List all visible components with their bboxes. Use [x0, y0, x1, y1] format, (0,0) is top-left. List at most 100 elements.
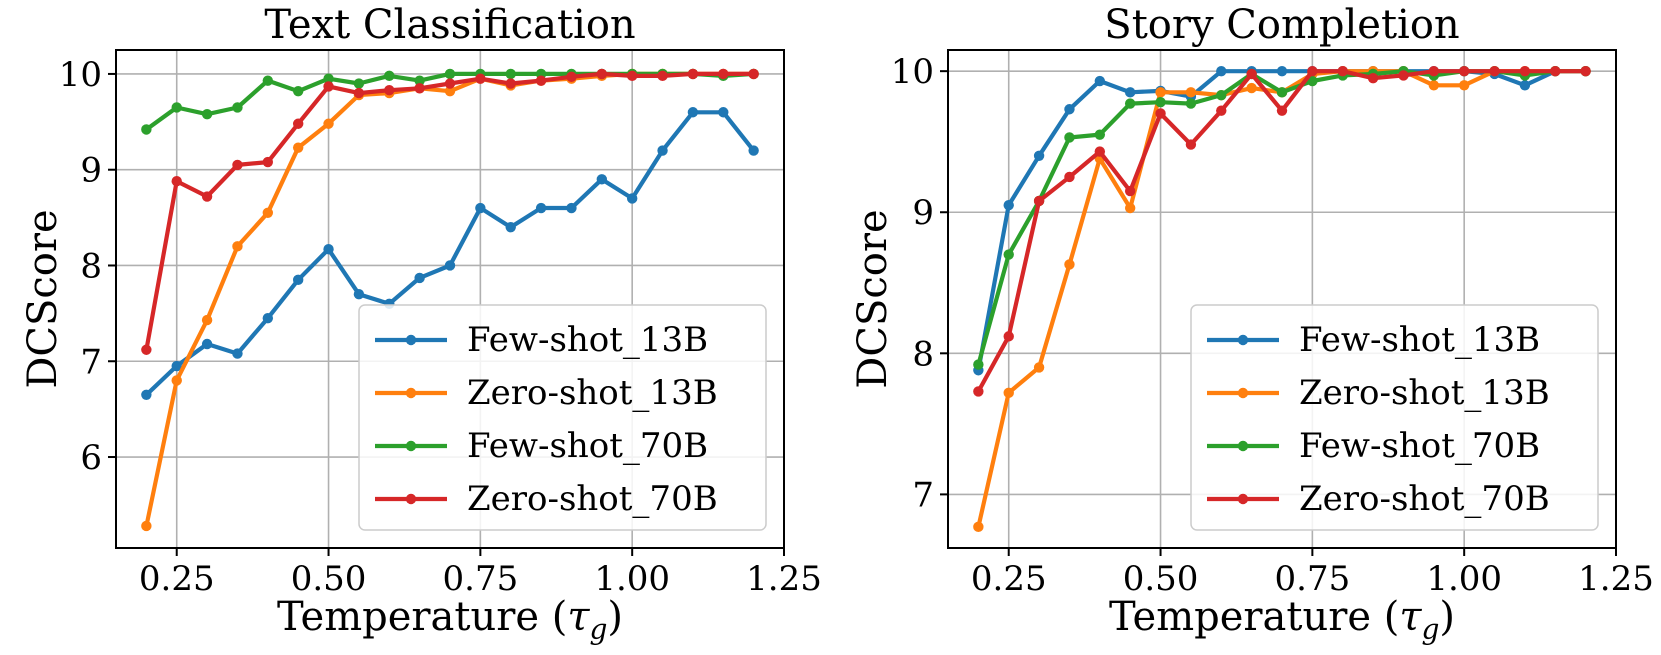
x-tick-label: 1.25 — [1578, 559, 1654, 599]
data-point — [171, 375, 182, 386]
data-point — [292, 274, 304, 286]
data-point — [657, 145, 668, 156]
data-point — [1458, 80, 1470, 91]
data-point — [171, 360, 182, 372]
data-point — [535, 202, 547, 214]
data-point — [1064, 259, 1075, 270]
data-point — [262, 156, 274, 168]
data-point — [1580, 65, 1591, 77]
data-point — [1003, 249, 1014, 260]
x-axis-label-main: Temperature ( — [277, 594, 567, 640]
data-point — [141, 124, 152, 135]
data-point — [292, 118, 304, 129]
data-point — [232, 102, 243, 113]
data-point — [1246, 82, 1257, 94]
x-tick-label: 0.75 — [1275, 559, 1351, 599]
y-tick-label: 9 — [912, 193, 934, 233]
data-point — [1155, 87, 1166, 98]
y-axis-label: DCScore — [20, 209, 66, 388]
x-axis-label-subscript: g — [589, 613, 607, 646]
data-point — [292, 85, 304, 97]
data-point — [1307, 75, 1318, 87]
x-tick-label: 0.50 — [1123, 559, 1199, 599]
x-axis-label-subscript: g — [1421, 613, 1439, 646]
data-point — [626, 70, 638, 82]
data-point — [1094, 146, 1106, 157]
data-point — [1246, 68, 1257, 80]
y-tick-label: 7 — [80, 342, 102, 382]
data-point — [973, 359, 984, 370]
data-point — [201, 108, 213, 120]
data-point — [505, 68, 516, 80]
x-tick-label: 1.25 — [746, 559, 822, 599]
y-tick-label: 8 — [80, 246, 102, 286]
x-tick-label: 0.75 — [443, 559, 519, 599]
y-tick-label: 9 — [80, 151, 102, 191]
y-tick-label: 10 — [891, 52, 934, 92]
data-point — [1216, 65, 1227, 77]
legend-label: Zero-shot_13B — [1299, 373, 1550, 413]
data-point — [201, 314, 213, 326]
legend-label: Zero-shot_70B — [467, 479, 718, 519]
legend-label: Few-shot_70B — [467, 426, 708, 466]
data-point — [353, 87, 365, 99]
data-point — [1003, 331, 1014, 342]
data-point — [1124, 98, 1136, 109]
data-point — [414, 83, 425, 94]
data-point — [1003, 387, 1014, 399]
data-point — [535, 75, 547, 86]
data-point — [1185, 139, 1197, 150]
data-point — [323, 244, 334, 255]
data-point — [1064, 132, 1075, 143]
chart-title: Text Classification — [264, 2, 635, 48]
data-point — [444, 85, 456, 97]
data-point — [596, 174, 608, 185]
data-point — [1124, 185, 1136, 197]
data-point — [1428, 65, 1440, 77]
legend-marker — [405, 493, 417, 505]
y-tick-label: 6 — [80, 438, 102, 478]
y-axis-label: DCScore — [850, 209, 896, 388]
data-point — [1094, 75, 1106, 87]
data-point — [1367, 73, 1379, 84]
data-point — [566, 71, 577, 83]
legend-entry: Zero-shot_70B — [375, 479, 718, 519]
plot-frame — [947, 49, 1617, 549]
y-tick-label: 10 — [59, 55, 102, 95]
data-point — [657, 70, 668, 82]
chart-title: Story Completion — [1104, 2, 1459, 48]
plot-frame — [115, 49, 785, 549]
legend-marker — [1237, 440, 1249, 452]
x-axis-label-close: ) — [1439, 594, 1455, 640]
x-axis-label-main: Temperature ( — [1109, 594, 1399, 640]
legend-label: Few-shot_70B — [1299, 426, 1540, 466]
data-point — [232, 348, 243, 359]
legend-label: Zero-shot_70B — [1299, 479, 1550, 519]
legend-marker — [405, 387, 417, 399]
data-point — [1033, 195, 1045, 207]
y-tick-label: 8 — [912, 334, 934, 374]
series-Zero-shot_70B — [141, 68, 759, 355]
data-point — [1064, 104, 1075, 115]
data-point — [1276, 87, 1288, 98]
data-point — [353, 289, 365, 300]
data-point — [353, 78, 365, 89]
data-point — [748, 145, 759, 156]
x-tick-label: 1.00 — [1426, 559, 1502, 599]
data-point — [1216, 89, 1227, 101]
data-point — [141, 389, 152, 400]
data-point — [1185, 98, 1197, 109]
legend-marker — [405, 334, 417, 346]
data-point — [1276, 65, 1288, 77]
data-point — [1307, 65, 1318, 77]
legend-entry: Zero-shot_70B — [1207, 479, 1550, 519]
series-Few-shot_13B — [141, 107, 759, 400]
data-point — [414, 272, 425, 284]
legend-entry: Few-shot_13B — [1207, 320, 1540, 360]
y-tick-label: 7 — [912, 475, 934, 515]
data-point — [1124, 87, 1136, 98]
chart-panel-1: 0.25 0.50 0.75 1.00 1.25 6 7 8 9 10 Text Classific… — [20, 2, 822, 646]
legend-entry: Zero-shot_13B — [375, 373, 718, 413]
data-point — [323, 81, 334, 92]
legend-marker — [1237, 334, 1249, 346]
